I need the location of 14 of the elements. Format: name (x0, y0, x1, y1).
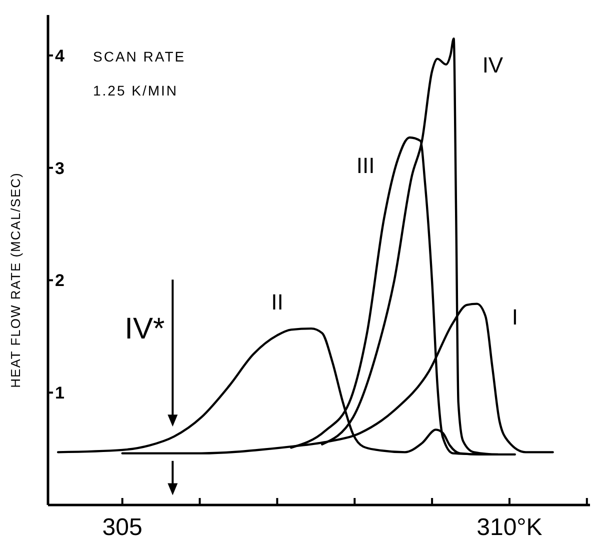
y-axis-title: HEAT FLOW RATE (MCAL/SEC) (8, 172, 23, 388)
series-label: IV (482, 52, 504, 78)
x-tick-label: 305 (102, 514, 142, 541)
y-tick-label: 3 (55, 158, 64, 178)
ref-line-label: IV* (124, 312, 165, 346)
y-tick-label: 2 (55, 271, 64, 290)
series-label: III (356, 153, 375, 178)
series-label: II (271, 289, 284, 314)
series-label: I (512, 304, 518, 330)
annotation: 1.25 K/MIN (93, 82, 178, 98)
x-tick-label: 310°K (476, 514, 542, 541)
annotation: SCAN RATE (93, 48, 186, 64)
y-tick-label: 4 (55, 46, 65, 66)
y-tick-label: 1 (55, 384, 64, 403)
